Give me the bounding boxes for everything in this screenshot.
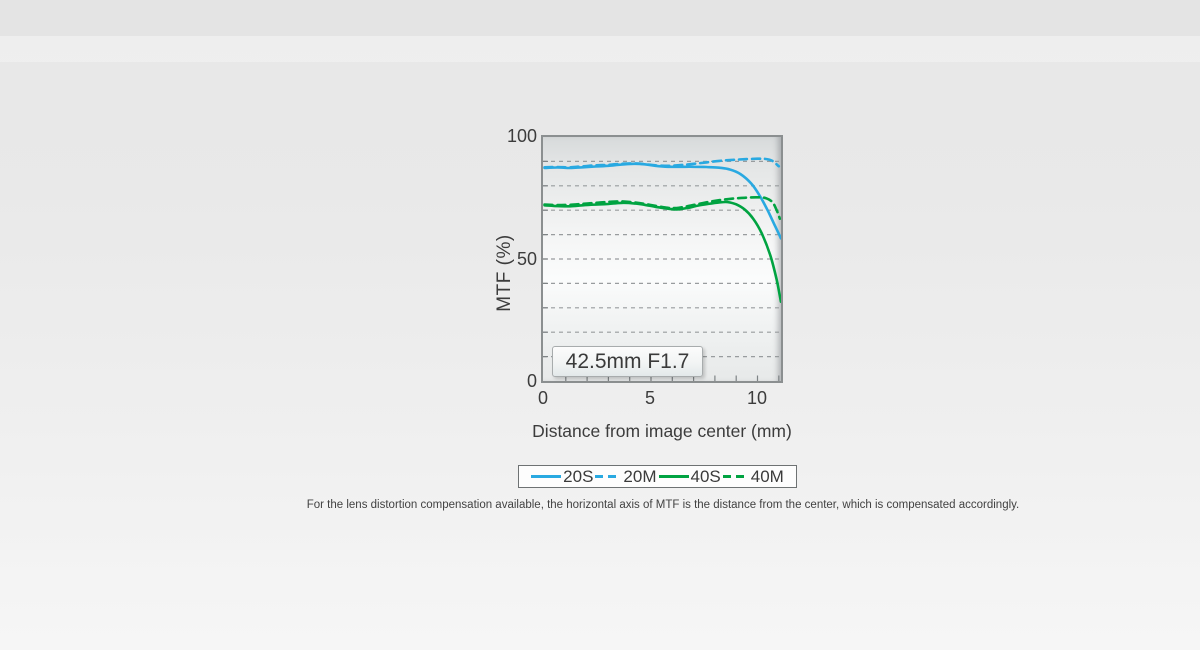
x-axis-title: Distance from image center (mm): [532, 421, 792, 441]
legend-label-20m: 20M: [623, 467, 657, 486]
footnote-text: For the lens distortion compensation ava…: [306, 499, 1020, 511]
mtf-curves: [543, 157, 781, 303]
y-axis-tick-0: 0: [526, 371, 537, 391]
legend-line-40m-icon: [722, 475, 749, 478]
y-axis-tick-50: 50: [516, 249, 537, 269]
y-axis-tick-100: 100: [506, 126, 537, 146]
plot-area: [541, 135, 783, 383]
lens-name-label: 42.5mm F1.7: [565, 349, 690, 373]
x-axis-tick-10: 10: [746, 388, 768, 408]
background-band-light: [0, 36, 1200, 62]
background-band-top: [0, 0, 1200, 36]
legend-item-40m: 40M: [722, 467, 784, 486]
legend-line-20m-icon: [595, 475, 622, 478]
legend-label-40m: 40M: [750, 467, 784, 486]
legend-label-40s: 40S: [690, 467, 721, 486]
legend-item-40s: 40S: [658, 467, 721, 486]
legend-item-20m: 20M: [595, 467, 657, 486]
x-axis-tick-5: 5: [644, 388, 655, 408]
lens-name-badge: 42.5mm F1.7: [552, 346, 703, 377]
x-axis-tick-0: 0: [537, 388, 548, 408]
legend-label-20s: 20S: [563, 467, 594, 486]
gridlines: [543, 160, 781, 358]
mtf-plot-svg: [543, 157, 781, 381]
axis-ticks: [543, 160, 780, 381]
y-axis-title: MTF (%): [494, 234, 515, 312]
legend-line-20s-icon: [531, 475, 562, 478]
legend-line-40s-icon: [658, 475, 689, 478]
legend-item-20s: 20S: [531, 468, 593, 485]
legend-box: 20S 20M 40S 40M: [518, 465, 797, 488]
